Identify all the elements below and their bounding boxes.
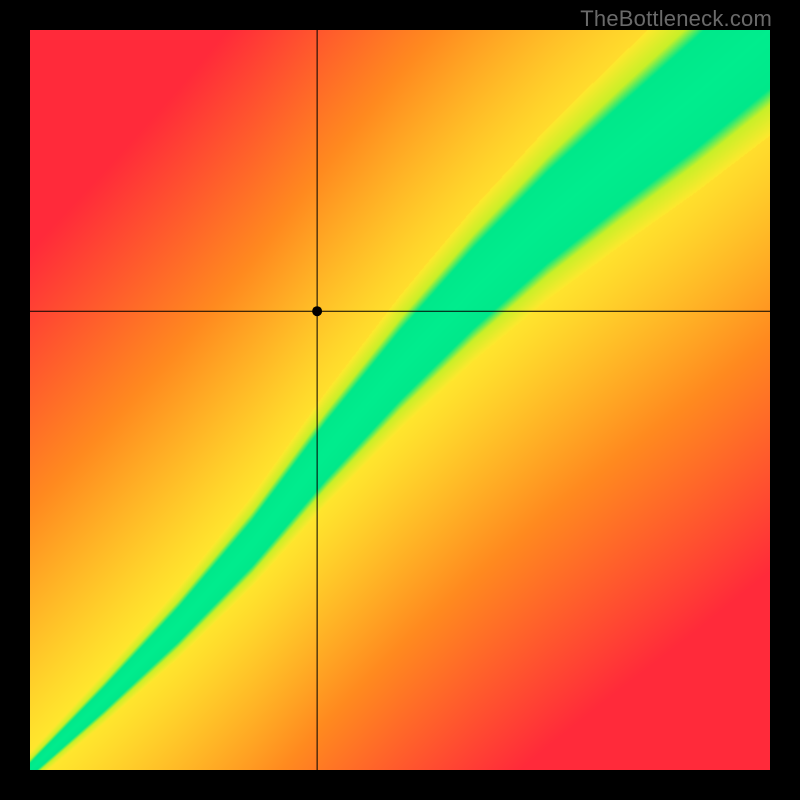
watermark-text: TheBottleneck.com: [580, 6, 772, 32]
heatmap-canvas: [30, 30, 770, 770]
chart-container: TheBottleneck.com: [0, 0, 800, 800]
